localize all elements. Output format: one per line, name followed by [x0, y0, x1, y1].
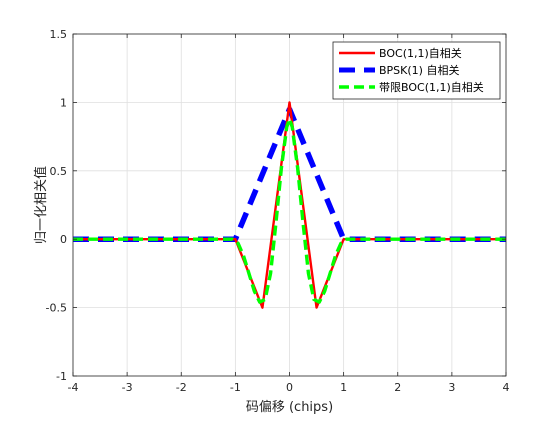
- legend-box: [332, 41, 501, 100]
- x-tick-label: 3: [448, 381, 455, 394]
- bandlimited-boc-series-line: [73, 117, 506, 304]
- x-tick-label: 2: [394, 381, 401, 394]
- x-tick-label: -4: [68, 381, 79, 394]
- x-axis-label: 码偏移 (chips): [246, 400, 333, 415]
- x-tick-label: 0: [286, 381, 293, 394]
- axis-ticks: -4 -3 -2 -1 0 1 2 3 4 -1 -0.5 0 0.5 1 1.5: [46, 28, 510, 394]
- y-tick-label: -0.5: [46, 302, 67, 315]
- x-tick-label: -1: [230, 381, 241, 394]
- x-tick-label: -2: [176, 381, 187, 394]
- y-tick-label: -1: [56, 370, 67, 383]
- legend-entry-bpsk-label: BPSK(1) 自相关: [379, 63, 459, 77]
- legend-entry-bandlimited-boc-label: 带限BOC(1,1)自相关: [379, 80, 484, 94]
- y-tick-label: 0: [60, 233, 67, 246]
- y-axis-label: 归一化相关值: [33, 166, 49, 244]
- boc-series-line: [73, 101, 506, 309]
- y-tick-label: 1: [60, 96, 67, 109]
- legend-entry-boc-label: BOC(1,1)自相关: [379, 46, 462, 60]
- series-group: [73, 101, 506, 309]
- x-tick-label: 4: [503, 381, 510, 394]
- x-tick-label: -3: [122, 381, 133, 394]
- x-tick-label: 1: [340, 381, 347, 394]
- y-tick-label: 1.5: [50, 28, 68, 41]
- y-tick-label: 0.5: [50, 165, 68, 178]
